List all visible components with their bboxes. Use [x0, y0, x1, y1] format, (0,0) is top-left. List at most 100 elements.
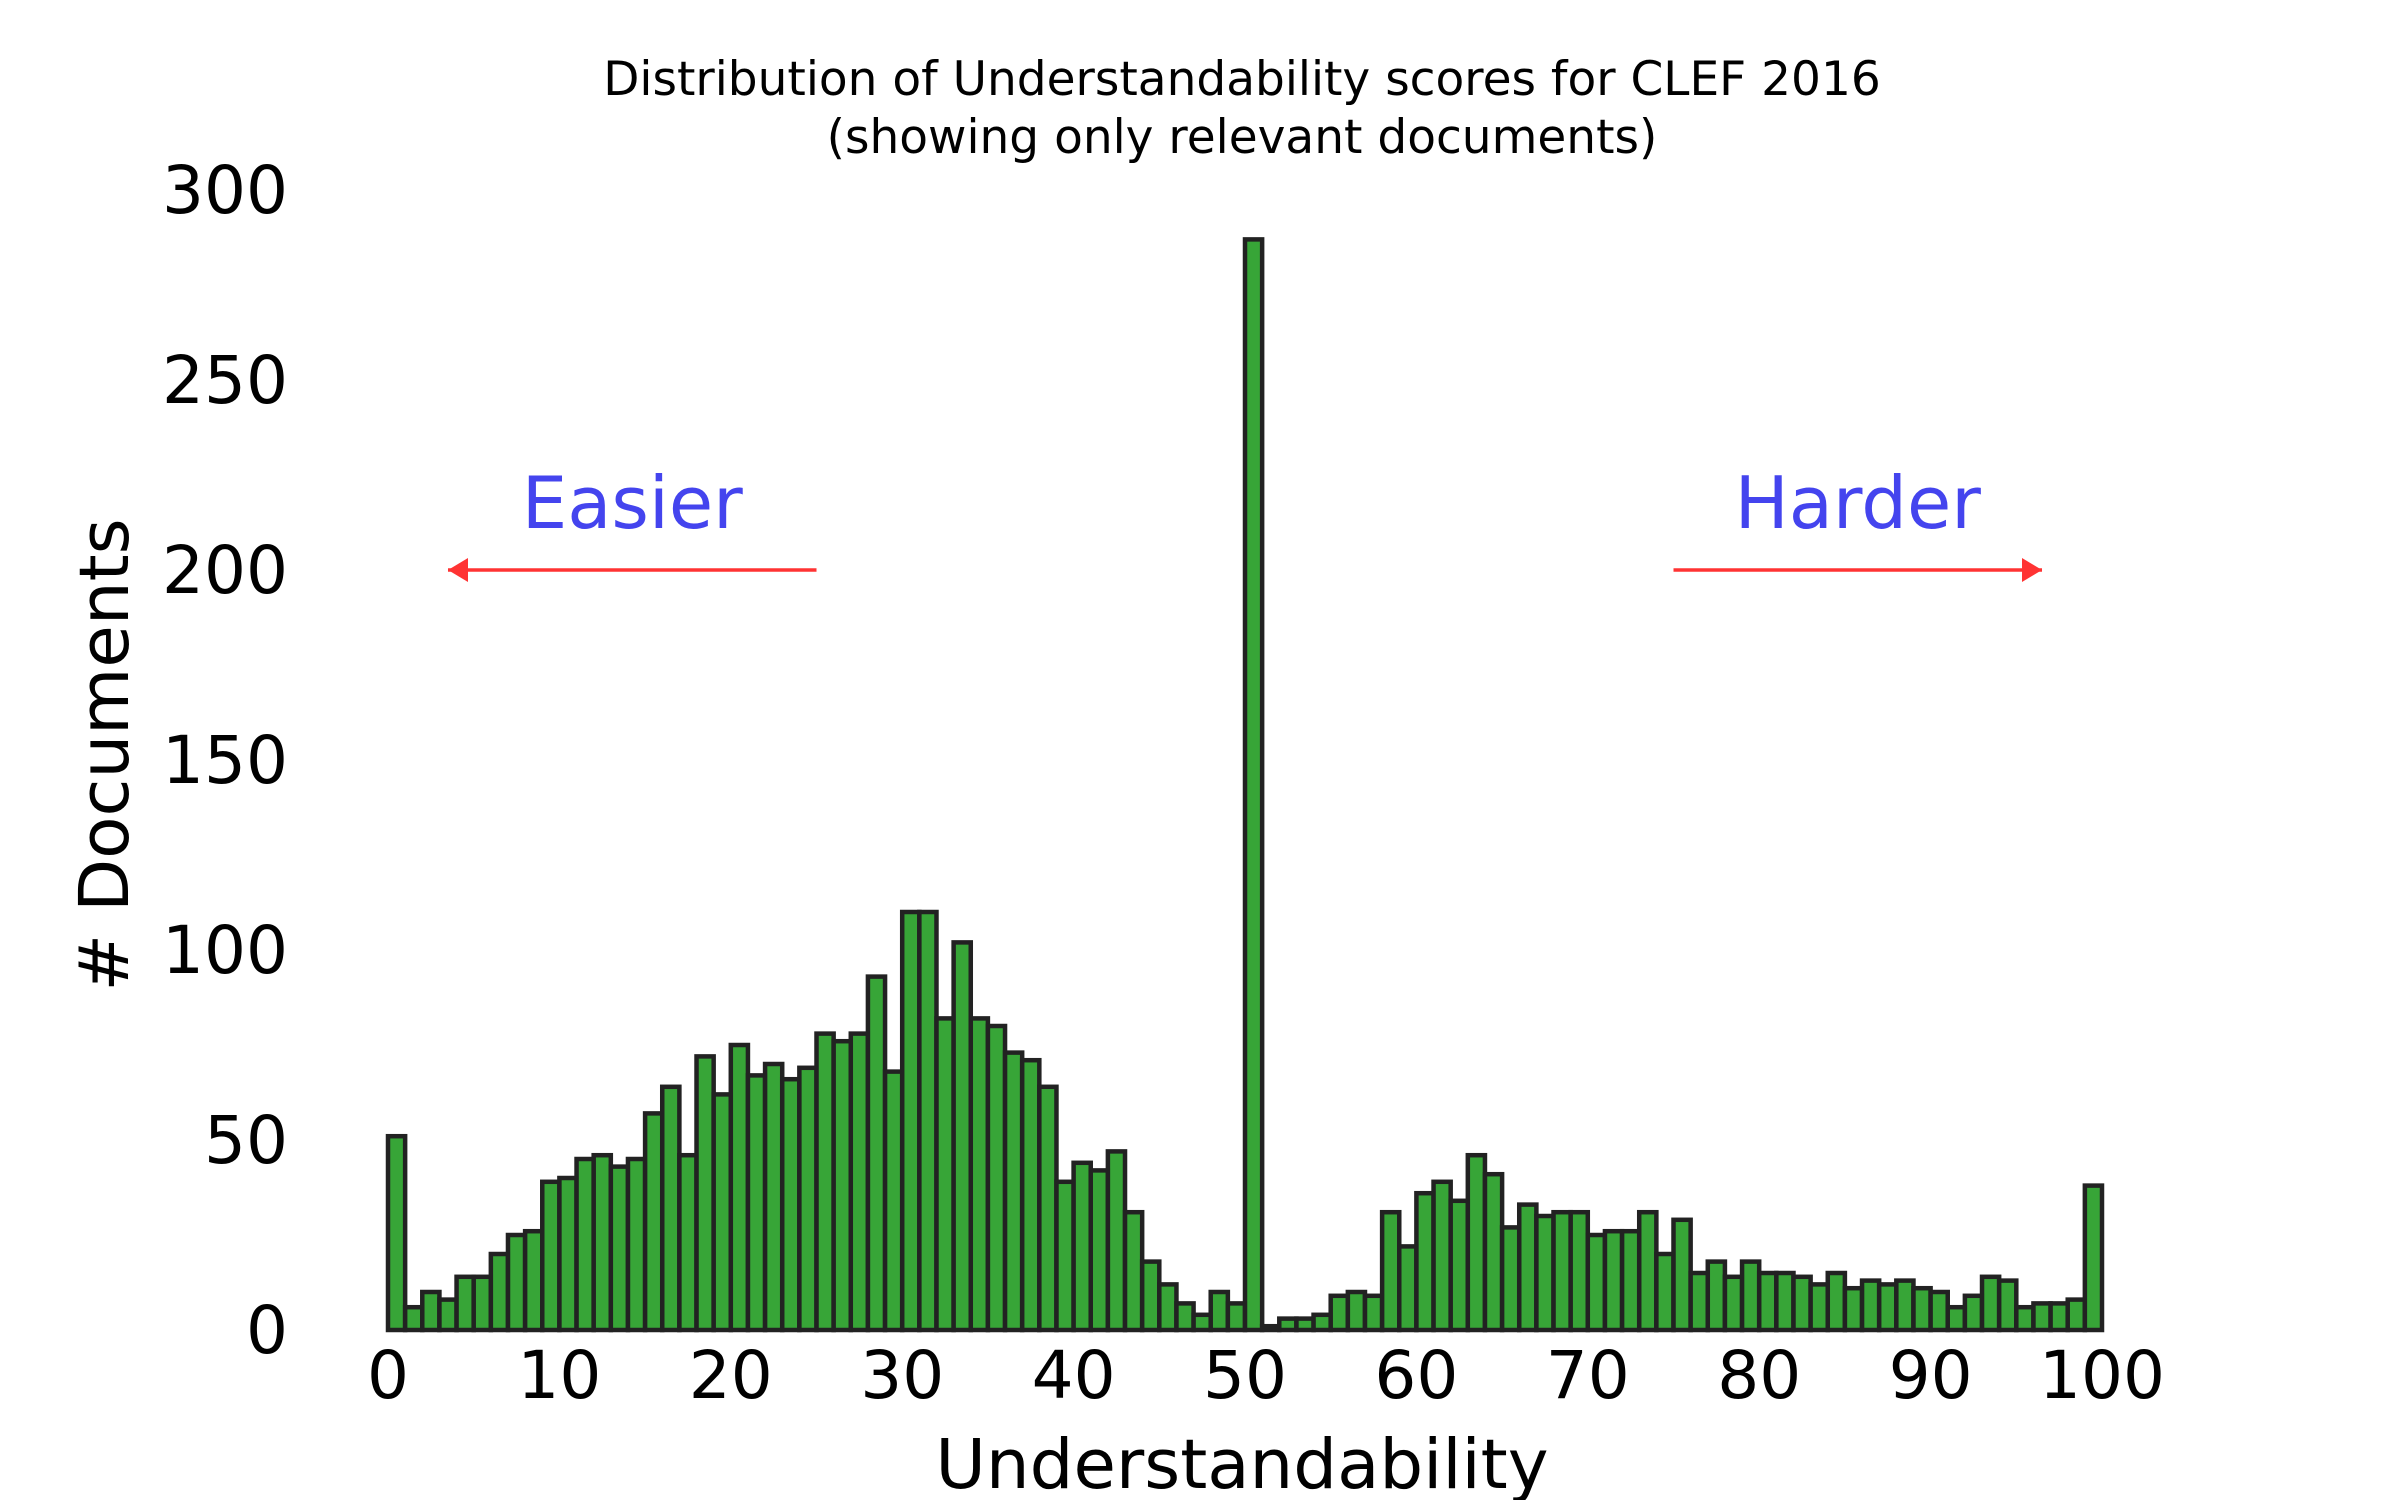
x-tick-label: 60 — [1374, 1337, 1458, 1414]
histogram-bar — [557, 1175, 579, 1333]
histogram-bar — [917, 909, 939, 1333]
histogram-bar — [1859, 1278, 1882, 1333]
histogram-bar — [1397, 1244, 1419, 1333]
histogram-bar — [1345, 1289, 1368, 1333]
histogram-bar — [968, 1016, 991, 1333]
histogram-bar — [488, 1251, 511, 1333]
histogram-bar — [659, 1084, 682, 1333]
histogram-bar — [1174, 1301, 1196, 1333]
histogram-bar — [1654, 1251, 1676, 1333]
histogram-bar — [865, 974, 888, 1333]
y-tick-label: 50 — [204, 1102, 288, 1179]
histogram-bar — [694, 1054, 716, 1333]
y-tick-label: 200 — [162, 532, 288, 609]
histogram-bar — [1448, 1198, 1471, 1333]
histogram-bar — [2031, 1301, 2053, 1333]
x-tick-label: 40 — [1032, 1337, 1116, 1414]
histogram-bar — [1482, 1171, 1505, 1333]
histogram-bar — [899, 909, 922, 1333]
histogram-bar — [1499, 1225, 1522, 1333]
histogram-bar — [677, 1152, 699, 1333]
histogram-bar — [762, 1061, 785, 1333]
histogram-bar — [1568, 1209, 1591, 1333]
histogram-bar — [522, 1228, 545, 1333]
histogram-bar — [1791, 1274, 1813, 1333]
x-axis-ticks: 0 10 20 30 40 50 60 70 80 90 100 — [367, 1337, 2165, 1414]
x-tick-label: 30 — [860, 1337, 944, 1414]
histogram-bar — [1414, 1190, 1436, 1333]
histogram-bar — [1808, 1282, 1831, 1333]
histogram-bar — [454, 1274, 476, 1333]
histogram-bar — [437, 1297, 459, 1333]
histogram-bar — [1277, 1316, 1299, 1333]
x-tick-label: 0 — [367, 1337, 409, 1414]
histogram-bar — [1019, 1057, 1042, 1333]
histogram-bar — [1534, 1213, 1556, 1333]
y-tick-label: 100 — [162, 912, 288, 989]
x-tick-label: 50 — [1203, 1337, 1287, 1414]
histogram-bar — [1379, 1209, 1402, 1333]
histogram-bar — [831, 1038, 854, 1333]
histogram-bar — [1928, 1289, 1950, 1333]
annotation-label: Harder — [1735, 461, 1982, 545]
x-tick-label: 10 — [517, 1337, 601, 1414]
histogram-bar — [934, 1016, 956, 1333]
histogram-bar — [2014, 1304, 2036, 1333]
histogram-bar — [1876, 1282, 1899, 1333]
histogram-bar — [1105, 1149, 1128, 1333]
annotation-arrow-head — [447, 558, 468, 582]
histogram-bar — [1139, 1259, 1162, 1333]
histogram-bar — [1602, 1228, 1625, 1333]
histogram-bar — [1894, 1278, 1916, 1333]
annotation-arrow-head — [2022, 558, 2043, 582]
histogram-bar — [711, 1092, 734, 1333]
histogram-bar — [1465, 1152, 1488, 1333]
histogram-bar — [1088, 1168, 1111, 1333]
histogram-bar — [1054, 1179, 1076, 1333]
x-tick-label: 90 — [1889, 1337, 1973, 1414]
histogram-bar — [1225, 1301, 1248, 1333]
histogram-bar — [1619, 1228, 1642, 1333]
histogram-bar — [1002, 1050, 1025, 1333]
histogram-bar — [985, 1023, 1008, 1333]
histogram-bar — [1191, 1312, 1213, 1333]
annotations-group: Easier Harder — [447, 461, 2043, 582]
histogram-bar — [402, 1304, 425, 1333]
histogram-bar — [1979, 1274, 2002, 1333]
histogram-bar — [1362, 1293, 1385, 1333]
chart-title: Distribution of Understandability scores… — [603, 52, 1881, 107]
histogram-bar — [1756, 1270, 1779, 1333]
histogram-bar — [882, 1069, 905, 1333]
histogram-bar — [1328, 1293, 1351, 1333]
histogram-bar — [728, 1042, 751, 1333]
histogram-bar — [2065, 1297, 2088, 1333]
y-tick-label: 300 — [162, 152, 288, 229]
y-axis-label: # Documents — [65, 518, 145, 991]
histogram-bar — [1551, 1209, 1573, 1333]
histogram-bar — [2082, 1183, 2105, 1333]
histogram-bar — [779, 1076, 802, 1333]
histogram-bar — [2048, 1301, 2070, 1333]
histogram-bar — [1431, 1179, 1453, 1333]
histogram-bar — [1722, 1274, 1745, 1333]
histogram-bar — [797, 1065, 819, 1333]
histogram-bar — [1636, 1209, 1659, 1333]
y-tick-label: 250 — [162, 342, 288, 419]
histogram-bar — [1122, 1209, 1145, 1333]
histogram-bar — [540, 1179, 562, 1333]
histogram-bar — [745, 1073, 768, 1333]
histogram-bar — [591, 1152, 614, 1333]
histogram-bar — [951, 940, 974, 1333]
histogram-bar — [1842, 1285, 1865, 1333]
annotation-label: Easier — [522, 461, 743, 545]
histogram-bar — [814, 1031, 836, 1333]
x-tick-label: 80 — [1717, 1337, 1801, 1414]
histogram-bar — [574, 1156, 596, 1333]
histogram-bar — [848, 1031, 871, 1333]
y-tick-label: 0 — [246, 1292, 288, 1369]
histogram-bar — [420, 1289, 442, 1333]
histogram-bar — [608, 1164, 631, 1333]
y-tick-label: 150 — [162, 722, 288, 799]
histogram-bar — [1037, 1084, 1059, 1333]
histogram-bar — [505, 1232, 528, 1333]
